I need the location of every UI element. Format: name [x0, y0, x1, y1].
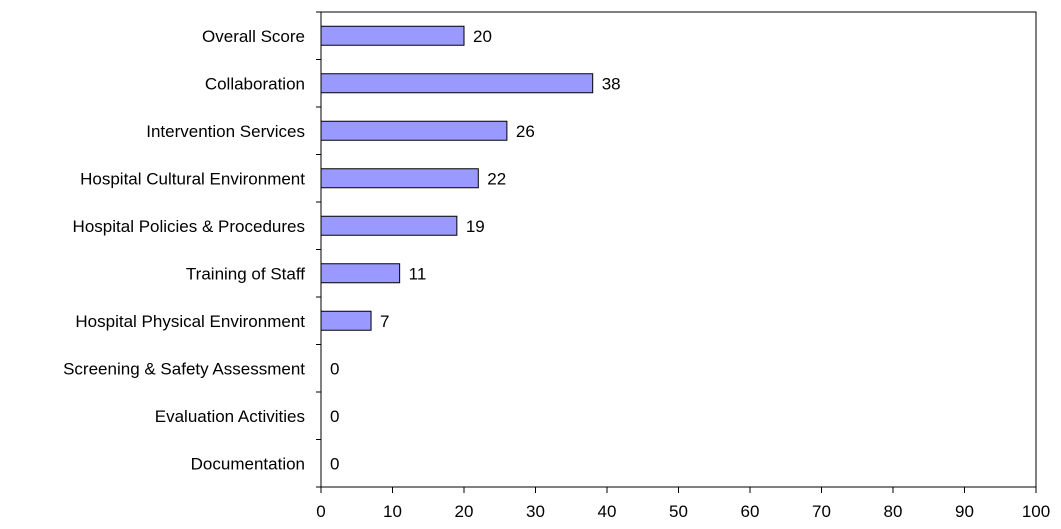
category-label: Overall Score [202, 27, 305, 46]
x-axis-ticks [320, 487, 1037, 493]
bar [320, 120, 508, 141]
data-labels-group: 20 38 26 22 19 11 7 0 0 0 [330, 27, 621, 474]
bar [320, 310, 372, 331]
bar [320, 25, 465, 46]
category-labels: Overall Score Collaboration Intervention S… [63, 27, 305, 474]
data-label: 22 [487, 169, 506, 188]
x-tick-label: 0 [316, 502, 325, 521]
x-tick-labels: 0 10 20 30 40 50 60 70 80 90 100 [316, 502, 1050, 521]
data-label: 7 [380, 312, 389, 331]
data-label: 0 [330, 454, 339, 473]
data-label: 0 [330, 407, 339, 426]
x-tick-label: 70 [812, 502, 831, 521]
data-label: 0 [330, 359, 339, 378]
category-label: Training of Staff [186, 264, 305, 283]
bars-group [320, 25, 594, 331]
data-label: 38 [602, 74, 621, 93]
x-tick-label: 30 [526, 502, 545, 521]
bar [320, 215, 458, 236]
x-tick-label: 50 [669, 502, 688, 521]
x-tick-label: 60 [741, 502, 760, 521]
category-label: Screening & Safety Assessment [63, 359, 305, 378]
category-label: Documentation [191, 454, 305, 473]
x-tick-label: 100 [1022, 502, 1050, 521]
data-label: 19 [466, 217, 485, 236]
data-label: 11 [409, 264, 427, 283]
x-tick-label: 20 [455, 502, 474, 521]
category-label: Hospital Cultural Environment [80, 169, 305, 188]
x-tick-label: 90 [955, 502, 974, 521]
bar [320, 73, 594, 94]
x-tick-label: 80 [884, 502, 903, 521]
category-label: Intervention Services [146, 122, 305, 141]
data-label: 20 [473, 27, 492, 46]
category-label: Hospital Physical Environment [75, 312, 305, 331]
category-label: Evaluation Activities [155, 407, 305, 426]
bar [320, 168, 479, 189]
x-tick-label: 40 [598, 502, 617, 521]
category-label: Hospital Policies & Procedures [73, 217, 305, 236]
data-label: 26 [516, 122, 535, 141]
y-axis-ticks [316, 11, 321, 488]
x-tick-label: 10 [383, 502, 402, 521]
category-label: Collaboration [205, 74, 305, 93]
bar [320, 263, 401, 284]
